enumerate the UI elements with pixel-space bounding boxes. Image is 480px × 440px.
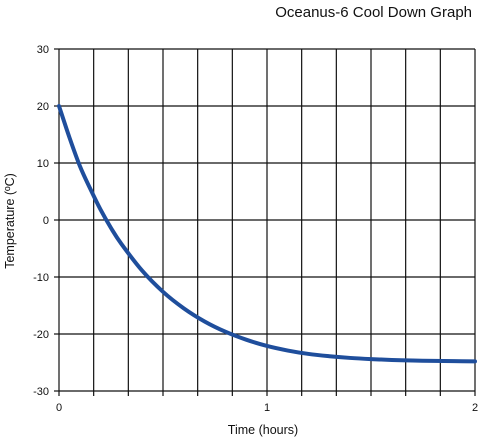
x-tick-label: 0	[56, 402, 62, 414]
y-axis-label: Temperature (ºC)	[3, 173, 17, 269]
x-axis-ticks: 0 1 2	[56, 402, 478, 414]
y-tick-label: 30	[37, 44, 49, 56]
y-tick-label: -10	[33, 272, 49, 284]
y-tick-label: -30	[33, 386, 49, 398]
y-tick-label: 10	[37, 158, 49, 170]
temperature-curve	[57, 104, 477, 364]
x-tick-label: 1	[264, 402, 270, 414]
plot-grid	[54, 48, 476, 396]
chart-title: Oceanus-6 Cool Down Graph	[275, 4, 472, 21]
y-axis-ticks: 30 20 10 0 -10 -20 -30	[33, 44, 49, 398]
x-axis-label: Time (hours)	[228, 423, 298, 437]
y-tick-label: 0	[43, 215, 49, 227]
y-tick-label: -20	[33, 329, 49, 341]
y-tick-label: 20	[37, 101, 49, 113]
x-tick-label: 2	[472, 402, 478, 414]
